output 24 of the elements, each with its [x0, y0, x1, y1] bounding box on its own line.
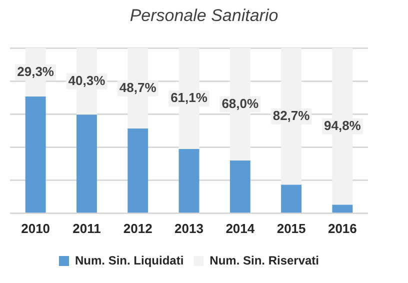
x-tick-label: 2013: [174, 220, 204, 236]
x-tick-label: 2012: [123, 220, 152, 236]
bar: [178, 149, 200, 213]
legend-label: Num. Sin. Riservati: [210, 253, 320, 268]
data-label: 29,3%: [17, 64, 54, 79]
bar: [230, 160, 250, 213]
bar: [76, 114, 97, 213]
data-label: 40,3%: [68, 72, 106, 88]
bar: [281, 184, 302, 213]
legend-label: Num. Sin. Liquidati: [74, 253, 184, 268]
data-label: 68,0%: [222, 96, 260, 111]
bar: [25, 96, 46, 213]
x-tick-label: 2014: [226, 220, 256, 236]
bar: [128, 128, 148, 213]
data-label: 94,8%: [324, 118, 362, 133]
chart-title: Personale Sanitario: [128, 6, 280, 26]
bar: [332, 204, 353, 213]
data-label: 82,7%: [272, 108, 310, 123]
x-tick-label: 2015: [276, 220, 306, 236]
data-label: 48,7%: [119, 80, 157, 95]
x-tick-label: 2011: [72, 220, 101, 236]
data-label: 61,1%: [170, 90, 208, 106]
x-tick-label: 2016: [328, 220, 357, 236]
x-tick-label: 2010: [21, 220, 50, 236]
